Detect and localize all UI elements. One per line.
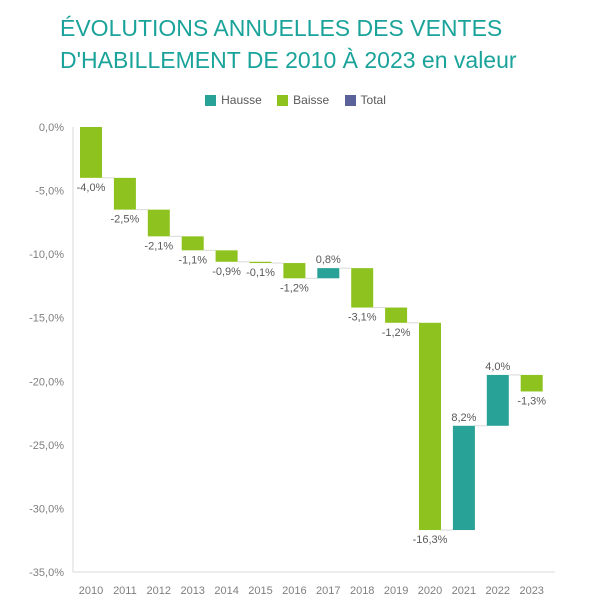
waterfall-bar bbox=[147, 209, 170, 237]
y-tick-label: -35,0% bbox=[29, 567, 64, 579]
legend-swatch-total bbox=[344, 94, 356, 106]
waterfall-bar bbox=[452, 425, 475, 531]
waterfall-bar bbox=[351, 268, 374, 308]
y-tick-label: -20,0% bbox=[29, 376, 64, 388]
data-label: -4,0% bbox=[77, 182, 106, 194]
waterfall-bar bbox=[249, 261, 272, 264]
y-tick-label: -25,0% bbox=[29, 440, 64, 452]
data-label: -3,1% bbox=[348, 312, 377, 324]
waterfall-bar bbox=[486, 374, 509, 426]
y-tick-label: -5,0% bbox=[35, 186, 64, 198]
data-label: -2,1% bbox=[144, 240, 173, 252]
waterfall-bar bbox=[113, 177, 136, 210]
x-tick-label: 2020 bbox=[418, 585, 442, 597]
legend-swatch-hausse bbox=[205, 94, 217, 106]
legend-label-baisse: Baisse bbox=[293, 93, 330, 107]
chart-title: ÉVOLUTIONS ANNUELLES DES VENTES D'HABILL… bbox=[60, 12, 580, 76]
waterfall-bar bbox=[215, 250, 238, 262]
data-label: 4,0% bbox=[485, 361, 510, 373]
x-tick-label: 2022 bbox=[486, 585, 510, 597]
y-tick-label: -15,0% bbox=[29, 313, 64, 325]
x-tick-label: 2012 bbox=[147, 585, 171, 597]
legend-label-total: Total bbox=[360, 93, 386, 107]
waterfall-bar bbox=[80, 127, 102, 178]
x-tick-label: 2023 bbox=[519, 585, 543, 597]
chart-title-line-1: ÉVOLUTIONS ANNUELLES DES VENTES bbox=[60, 15, 503, 41]
waterfall-bar bbox=[283, 263, 306, 279]
data-label: -1,2% bbox=[280, 282, 309, 294]
y-tick-label: -10,0% bbox=[29, 249, 64, 261]
x-tick-label: 2010 bbox=[79, 585, 103, 597]
chart-title-line-2: D'HABILLEMENT DE 2010 À 2023 en valeur bbox=[60, 47, 517, 73]
data-label: -1,3% bbox=[517, 395, 546, 407]
data-label: -0,1% bbox=[246, 267, 275, 279]
data-label: -2,5% bbox=[111, 214, 140, 226]
x-tick-label: 2011 bbox=[113, 585, 137, 597]
legend-label-hausse: Hausse bbox=[221, 93, 262, 107]
legend-item-hausse: Hausse bbox=[205, 93, 262, 107]
y-tick-label: 0,0% bbox=[39, 122, 64, 134]
data-label: -1,2% bbox=[382, 327, 411, 339]
x-tick-label: 2019 bbox=[384, 585, 408, 597]
waterfall-bar bbox=[520, 374, 543, 392]
legend-item-total: Total bbox=[344, 93, 386, 107]
x-tick-label: 2017 bbox=[316, 585, 340, 597]
x-tick-label: 2014 bbox=[214, 585, 238, 597]
waterfall-bar bbox=[385, 307, 408, 323]
waterfall-bar bbox=[317, 268, 340, 279]
legend-swatch-baisse bbox=[277, 94, 289, 106]
data-label: 8,2% bbox=[451, 412, 476, 424]
chart-legend: Hausse Baisse Total bbox=[0, 93, 591, 109]
x-tick-label: 2021 bbox=[452, 585, 476, 597]
x-tick-label: 2016 bbox=[282, 585, 306, 597]
x-tick-label: 2015 bbox=[248, 585, 272, 597]
waterfall-bar bbox=[181, 236, 204, 251]
x-tick-label: 2018 bbox=[350, 585, 374, 597]
data-label: -1,1% bbox=[178, 254, 207, 266]
y-tick-label: -30,0% bbox=[29, 503, 64, 515]
legend-item-baisse: Baisse bbox=[277, 93, 329, 107]
x-tick-label: 2013 bbox=[180, 585, 204, 597]
waterfall-bar bbox=[419, 322, 441, 531]
data-label: -16,3% bbox=[413, 534, 448, 546]
data-label: -0,9% bbox=[212, 266, 241, 278]
data-label: 0,8% bbox=[316, 254, 341, 266]
